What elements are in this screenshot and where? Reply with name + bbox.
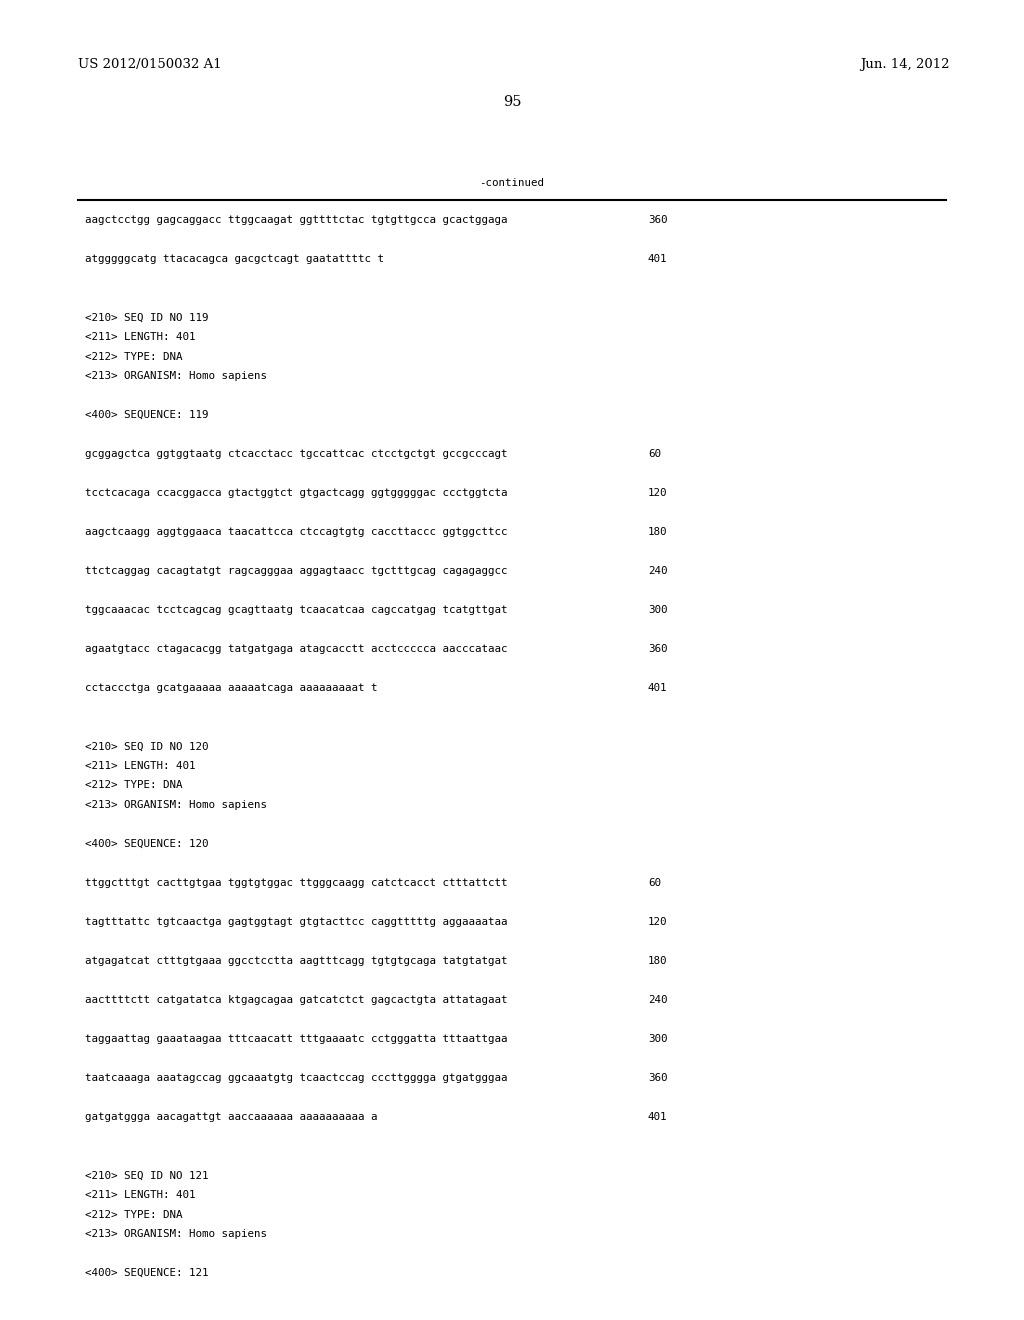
Text: taggaattag gaaataagaa tttcaacatt tttgaaaatc cctgggatta tttaattgaa: taggaattag gaaataagaa tttcaacatt tttgaaa… [85,1034,508,1044]
Text: 120: 120 [648,488,668,498]
Text: <211> LENGTH: 401: <211> LENGTH: 401 [85,333,196,342]
Text: 401: 401 [648,682,668,693]
Text: agaatgtacc ctagacacgg tatgatgaga atagcacctt acctccccca aacccataac: agaatgtacc ctagacacgg tatgatgaga atagcac… [85,644,508,653]
Text: 240: 240 [648,995,668,1005]
Text: aagctcaagg aggtggaaca taacattcca ctccagtgtg caccttaccc ggtggcttcc: aagctcaagg aggtggaaca taacattcca ctccagt… [85,527,508,537]
Text: Jun. 14, 2012: Jun. 14, 2012 [860,58,950,71]
Text: aagctcctgg gagcaggacc ttggcaagat ggttttctac tgtgttgcca gcactggaga: aagctcctgg gagcaggacc ttggcaagat ggttttc… [85,215,508,224]
Text: 60: 60 [648,878,662,888]
Text: gatgatggga aacagattgt aaccaaaaaa aaaaaaaaaa a: gatgatggga aacagattgt aaccaaaaaa aaaaaaa… [85,1111,378,1122]
Text: 180: 180 [648,527,668,537]
Text: tagtttattc tgtcaactga gagtggtagt gtgtacttcc caggtttttg aggaaaataa: tagtttattc tgtcaactga gagtggtagt gtgtact… [85,917,508,927]
Text: atgagatcat ctttgtgaaa ggcctcctta aagtttcagg tgtgtgcaga tatgtatgat: atgagatcat ctttgtgaaa ggcctcctta aagtttc… [85,956,508,966]
Text: 360: 360 [648,644,668,653]
Text: cctaccctga gcatgaaaaa aaaaatcaga aaaaaaaaat t: cctaccctga gcatgaaaaa aaaaatcaga aaaaaaa… [85,682,378,693]
Text: atgggggcatg ttacacagca gacgctcagt gaatattttc t: atgggggcatg ttacacagca gacgctcagt gaatat… [85,253,384,264]
Text: <210> SEQ ID NO 120: <210> SEQ ID NO 120 [85,742,209,751]
Text: <213> ORGANISM: Homo sapiens: <213> ORGANISM: Homo sapiens [85,800,267,810]
Text: 180: 180 [648,956,668,966]
Text: 300: 300 [648,1034,668,1044]
Text: <210> SEQ ID NO 119: <210> SEQ ID NO 119 [85,313,209,322]
Text: 120: 120 [648,917,668,927]
Text: <212> TYPE: DNA: <212> TYPE: DNA [85,1209,182,1220]
Text: aacttttctt catgatatca ktgagcagaa gatcatctct gagcactgta attatagaat: aacttttctt catgatatca ktgagcagaa gatcatc… [85,995,508,1005]
Text: ttggctttgt cacttgtgaa tggtgtggac ttgggcaagg catctcacct ctttattctt: ttggctttgt cacttgtgaa tggtgtggac ttgggca… [85,878,508,888]
Text: <400> SEQUENCE: 120: <400> SEQUENCE: 120 [85,840,209,849]
Text: tggcaaacac tcctcagcag gcagttaatg tcaacatcaa cagccatgag tcatgttgat: tggcaaacac tcctcagcag gcagttaatg tcaacat… [85,605,508,615]
Text: <400> SEQUENCE: 119: <400> SEQUENCE: 119 [85,411,209,420]
Text: <212> TYPE: DNA: <212> TYPE: DNA [85,780,182,791]
Text: <211> LENGTH: 401: <211> LENGTH: 401 [85,1191,196,1200]
Text: <400> SEQUENCE: 121: <400> SEQUENCE: 121 [85,1269,209,1278]
Text: 360: 360 [648,215,668,224]
Text: 300: 300 [648,605,668,615]
Text: 401: 401 [648,253,668,264]
Text: gcggagctca ggtggtaatg ctcacctacc tgccattcac ctcctgctgt gccgcccagt: gcggagctca ggtggtaatg ctcacctacc tgccatt… [85,449,508,459]
Text: 60: 60 [648,449,662,459]
Text: <213> ORGANISM: Homo sapiens: <213> ORGANISM: Homo sapiens [85,1229,267,1239]
Text: <213> ORGANISM: Homo sapiens: <213> ORGANISM: Homo sapiens [85,371,267,381]
Text: <211> LENGTH: 401: <211> LENGTH: 401 [85,762,196,771]
Text: 95: 95 [503,95,521,110]
Text: 401: 401 [648,1111,668,1122]
Text: <212> TYPE: DNA: <212> TYPE: DNA [85,351,182,362]
Text: tcctcacaga ccacggacca gtactggtct gtgactcagg ggtgggggac ccctggtcta: tcctcacaga ccacggacca gtactggtct gtgactc… [85,488,508,498]
Text: -continued: -continued [479,178,545,187]
Text: taatcaaaga aaatagccag ggcaaatgtg tcaactccag cccttgggga gtgatgggaa: taatcaaaga aaatagccag ggcaaatgtg tcaactc… [85,1073,508,1082]
Text: ttctcaggag cacagtatgt ragcagggaa aggagtaacc tgctttgcag cagagaggcc: ttctcaggag cacagtatgt ragcagggaa aggagta… [85,566,508,576]
Text: 360: 360 [648,1073,668,1082]
Text: US 2012/0150032 A1: US 2012/0150032 A1 [78,58,221,71]
Text: <210> SEQ ID NO 121: <210> SEQ ID NO 121 [85,1171,209,1180]
Text: 240: 240 [648,566,668,576]
